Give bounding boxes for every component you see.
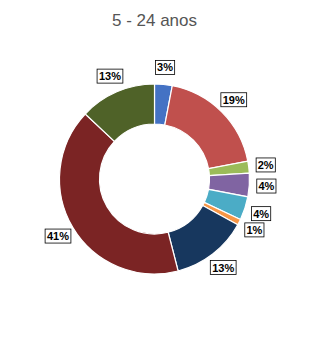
html-text:5 - 24 anos: 5 - 24 anos <box>112 11 197 30</box>
svg-text:13%: 13% <box>99 70 121 82</box>
svg-text:4%: 4% <box>258 180 274 192</box>
svg-text:1%: 1% <box>246 224 262 236</box>
svg-text:4%: 4% <box>253 208 269 220</box>
svg-text:19%: 19% <box>223 94 245 106</box>
svg-text:3%: 3% <box>157 61 173 73</box>
svg-text:2%: 2% <box>258 159 274 171</box>
svg-text:13%: 13% <box>212 262 234 274</box>
svg-text:41%: 41% <box>47 230 69 242</box>
